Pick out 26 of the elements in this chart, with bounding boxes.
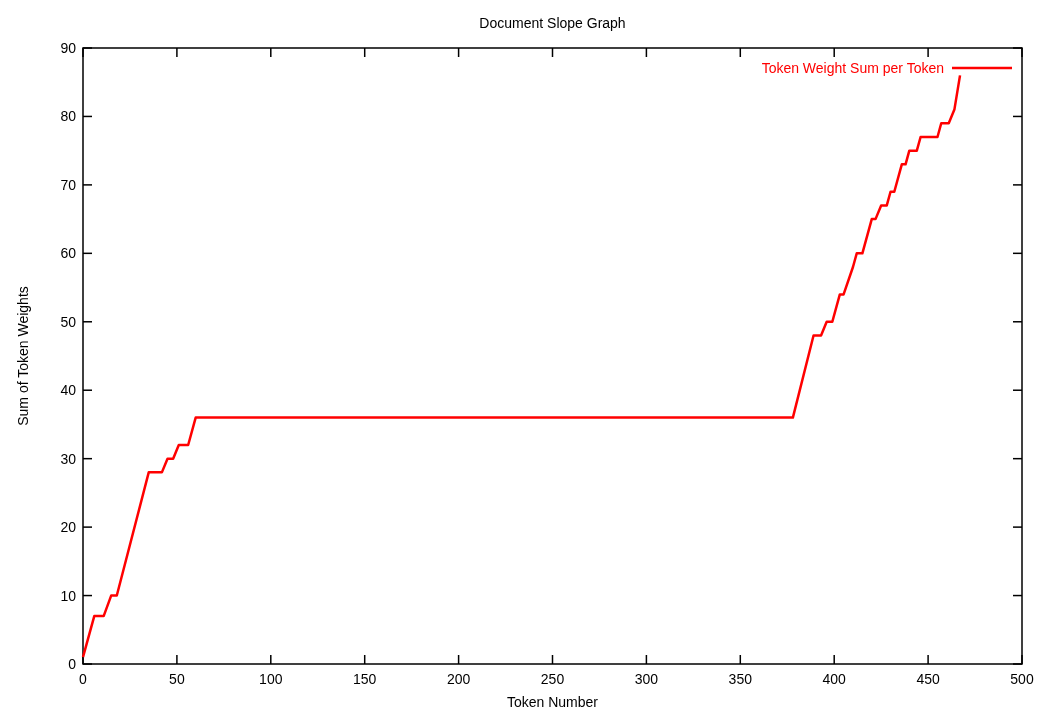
x-tick-label: 0	[79, 671, 88, 687]
x-tick-label: 200	[446, 671, 471, 687]
y-tick-label: 10	[60, 587, 77, 604]
y-tick-label: 50	[60, 313, 77, 330]
x-tick-label: 100	[259, 671, 283, 687]
x-tick-label: 350	[728, 671, 753, 687]
y-tick-label: 90	[60, 40, 77, 56]
x-tick-label: 500	[1010, 671, 1034, 687]
y-tick-label: 20	[60, 519, 77, 536]
x-tick-label: 300	[634, 671, 659, 687]
x-tick-label: 400	[822, 671, 847, 687]
y-tick-label: 60	[60, 245, 77, 262]
x-axis-title: Token Number	[506, 694, 599, 710]
x-tick-label: 450	[916, 671, 940, 687]
legend-label: Token Weight Sum per Token	[761, 60, 944, 76]
x-tick-label: 50	[169, 671, 185, 687]
line-series	[81, 74, 962, 659]
y-tick-label: 0	[68, 656, 77, 672]
y-tick-label: 40	[60, 382, 77, 399]
y-tick-label: 80	[60, 108, 77, 125]
x-tick-label: 150	[353, 671, 377, 687]
x-tick-label: 250	[540, 671, 565, 687]
chart-title: Document Slope Graph	[479, 15, 626, 31]
y-tick-label: 70	[60, 176, 77, 193]
y-axis-title: Sum of Token Weights	[15, 286, 31, 426]
y-tick-label: 30	[60, 450, 77, 467]
